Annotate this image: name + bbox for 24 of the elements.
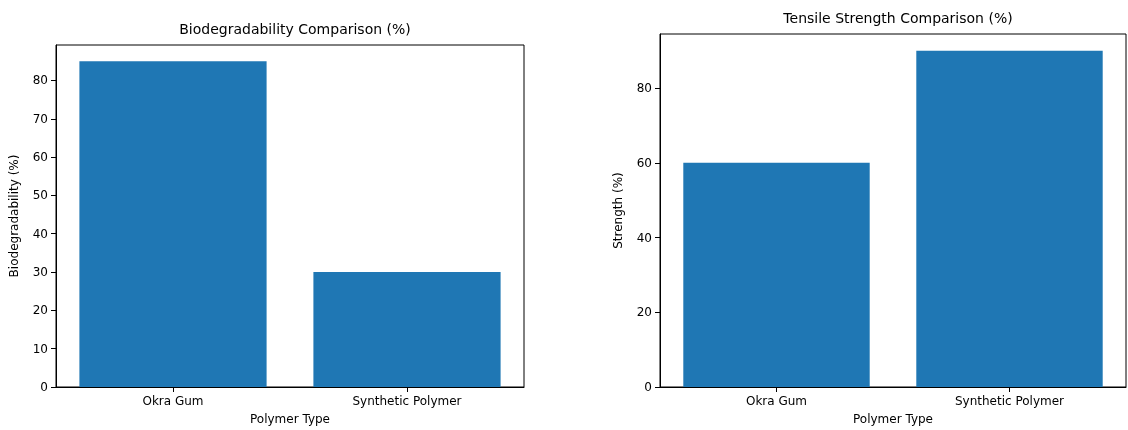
x-tick-label: Synthetic Polymer <box>352 394 462 408</box>
x-axis-title: Polymer Type <box>853 412 933 426</box>
y-tick-label: 40 <box>636 230 652 245</box>
x-axis-title: Polymer Type <box>250 412 330 426</box>
y-tick-label: 80 <box>32 73 48 88</box>
x-tick-label: Okra Gum <box>142 394 204 408</box>
y-tick-label: 60 <box>32 150 48 165</box>
x-tick-label: Okra Gum <box>745 394 808 408</box>
chart-title: Tensile Strength Comparison (%) <box>782 10 1013 26</box>
y-tick-label: 20 <box>636 305 652 320</box>
y-tick-label: 0 <box>40 380 48 394</box>
y-tick-label: 80 <box>636 81 652 96</box>
y-axis-title: Strength (%) <box>611 172 625 249</box>
y-tick-label: 0 <box>644 380 652 394</box>
y-tick-label: 20 <box>32 303 48 318</box>
y-tick-label: 10 <box>32 341 48 356</box>
y-tick-label: 70 <box>32 111 48 126</box>
y-tick-label: 50 <box>32 188 48 203</box>
y-axis-title: Biodegradability (%) <box>7 154 21 278</box>
y-tick-label: 40 <box>32 226 48 241</box>
chart-title: Biodegradability Comparison (%) <box>179 21 411 37</box>
y-tick-label: 60 <box>636 155 652 170</box>
y-tick-label: 30 <box>32 265 48 280</box>
x-tick-label: Synthetic Polymer <box>954 394 1065 408</box>
